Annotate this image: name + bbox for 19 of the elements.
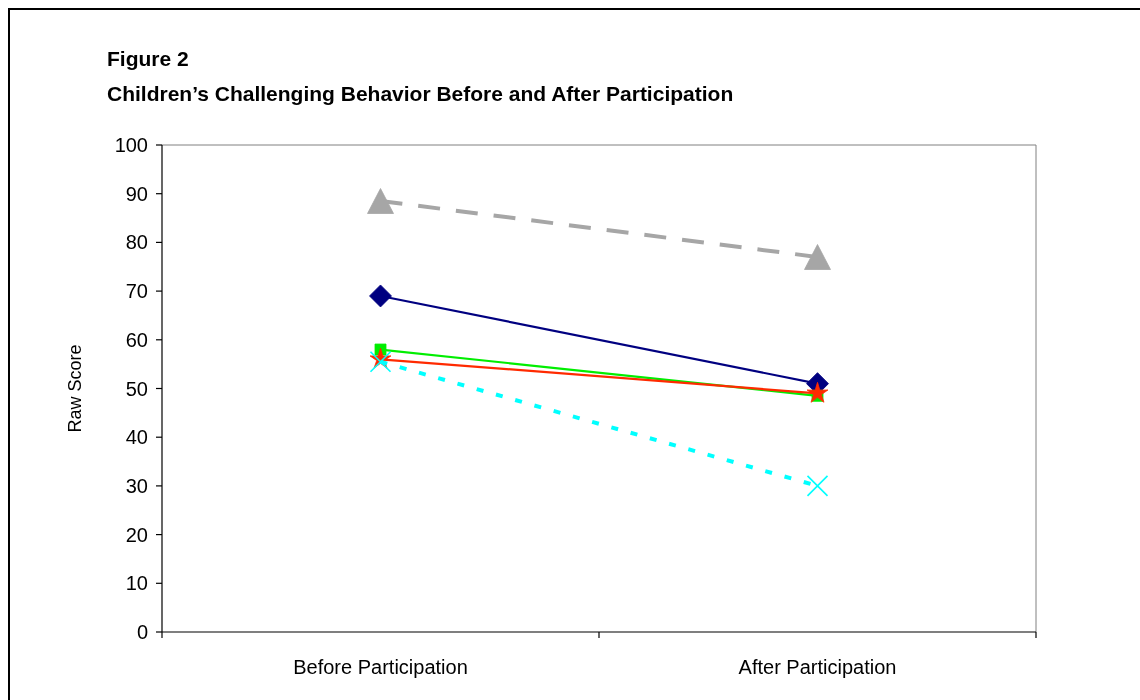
- y-tick-label: 80: [125, 231, 148, 254]
- point: [806, 475, 829, 497]
- y-tick-label: 10: [125, 572, 148, 595]
- y-tick-label: 40: [125, 426, 148, 449]
- y-tick-label: 70: [125, 280, 148, 303]
- y-tick-label: 60: [125, 328, 148, 351]
- y-tick-label: 0: [136, 621, 148, 643]
- chart-title: Figure 2: [107, 47, 189, 70]
- x-tick-label: After Participation: [738, 656, 897, 678]
- y-tick-label: 90: [125, 182, 148, 205]
- point: [806, 381, 829, 403]
- y-tick-label: 100: [114, 134, 148, 156]
- y-axis-title: Raw Score: [65, 344, 85, 433]
- point: [369, 284, 392, 308]
- chart-subtitle: Children’s Challenging Behavior Before and After Participation: [107, 82, 734, 105]
- y-tick-label: 50: [125, 377, 148, 400]
- y-tick-label: 30: [125, 474, 148, 497]
- y-tick-label: 20: [125, 523, 148, 546]
- x-tick-label: Before Participation: [293, 656, 468, 678]
